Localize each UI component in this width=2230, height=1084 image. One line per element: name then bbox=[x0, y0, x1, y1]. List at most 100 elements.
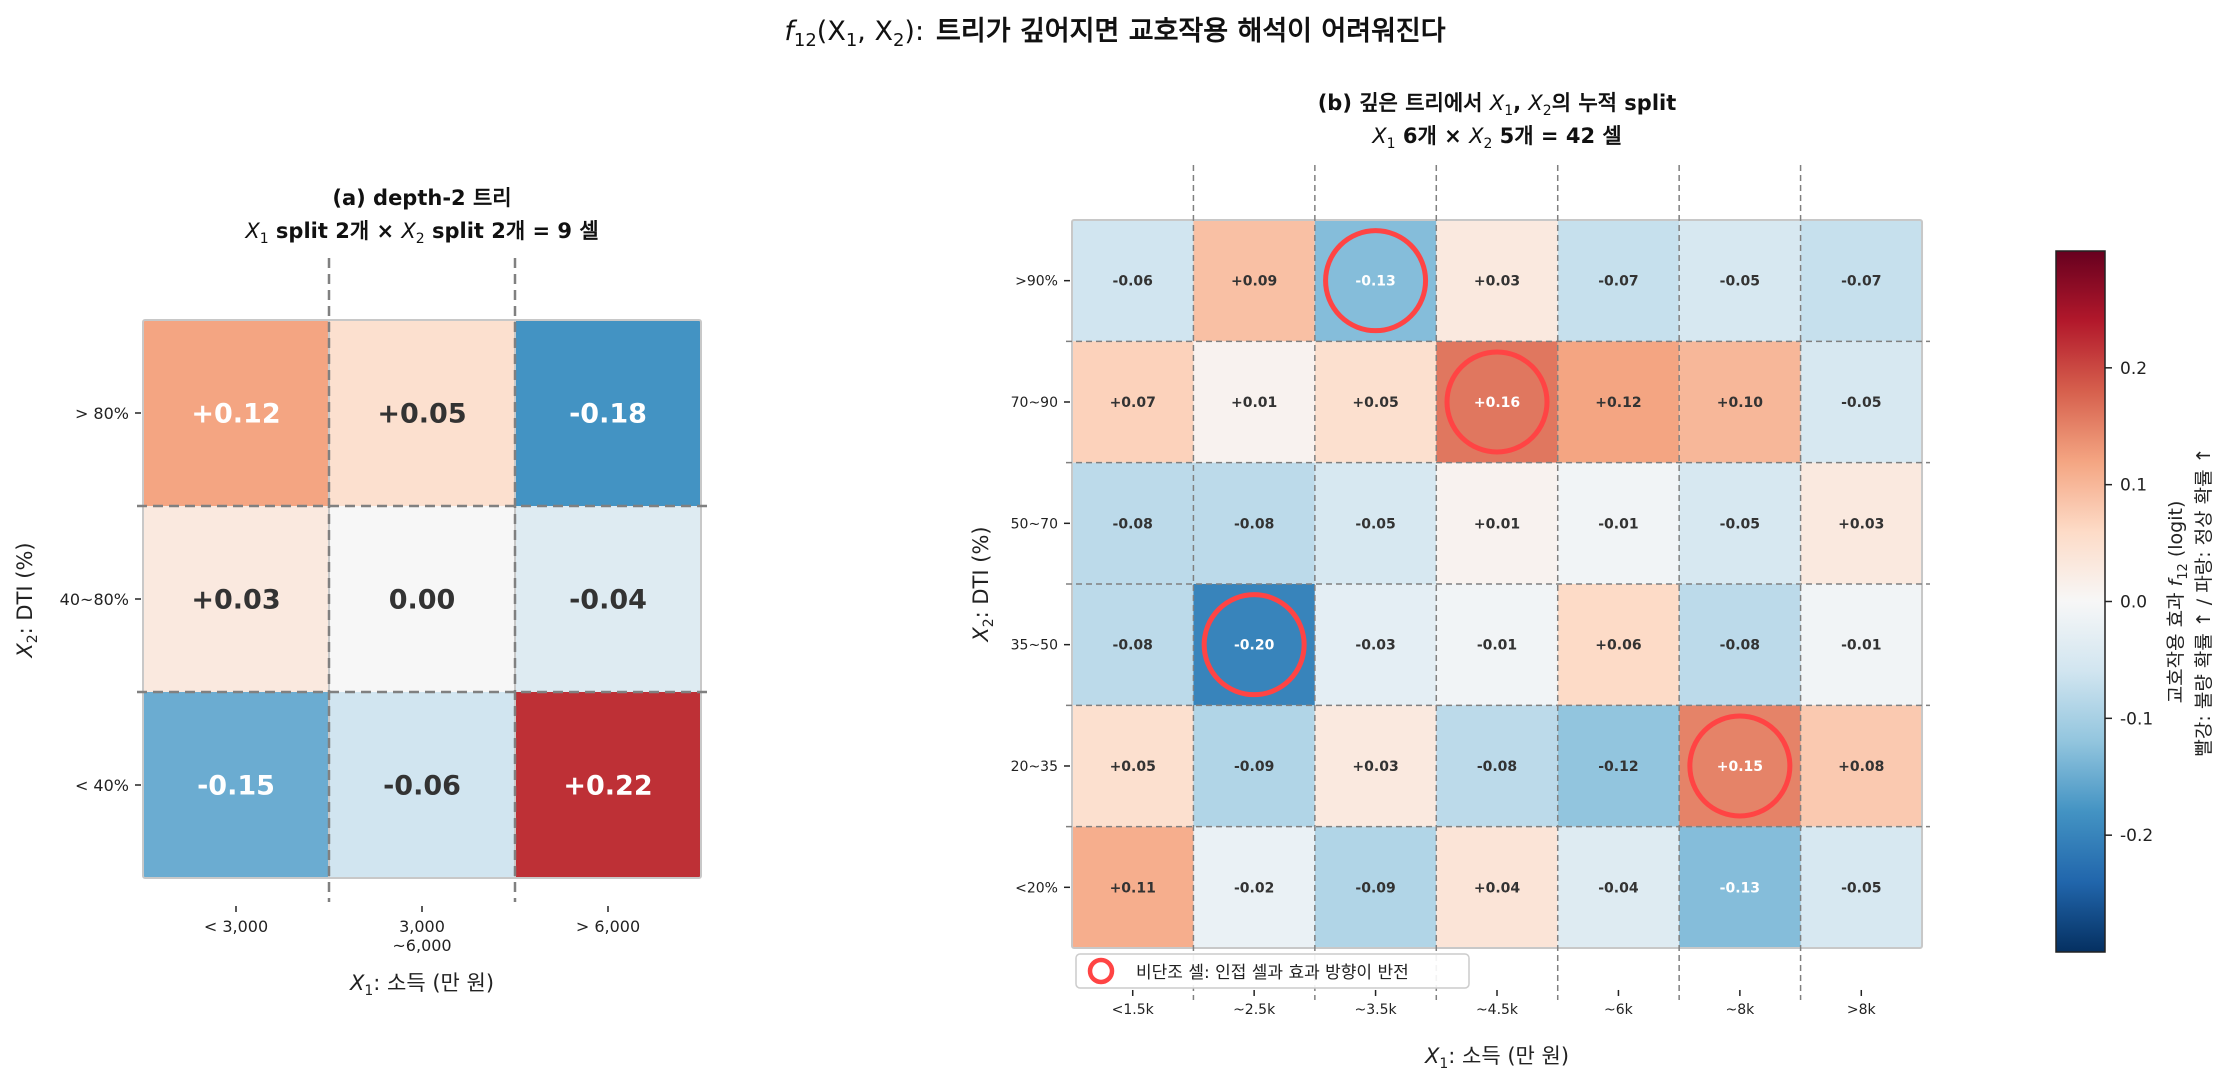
heatmap-cell bbox=[515, 320, 701, 506]
heatmap-cell bbox=[143, 506, 329, 692]
cell-value-label: -0.01 bbox=[1477, 638, 1517, 654]
cell-value-label: +0.05 bbox=[1110, 759, 1156, 775]
heatmap-cell bbox=[1314, 220, 1437, 342]
cell-value-label: +0.06 bbox=[1595, 638, 1641, 654]
cell-value-label: -0.08 bbox=[1113, 516, 1153, 532]
heatmap-cell bbox=[1800, 220, 1923, 342]
x-tick-label: ~3.5k bbox=[1355, 1002, 1398, 1018]
cell-value-label: +0.15 bbox=[1717, 759, 1763, 775]
heatmap-cell bbox=[1679, 705, 1801, 827]
heatmap-cell bbox=[1436, 341, 1558, 463]
x-tick-label: ~8k bbox=[1725, 1002, 1755, 1018]
heatmap-cell bbox=[1072, 583, 1194, 706]
heatmap-cell bbox=[1679, 341, 1801, 463]
x-tick-label: 3,000 bbox=[399, 917, 445, 936]
cell-value-label: -0.08 bbox=[1477, 759, 1517, 775]
cell-value-label: -0.13 bbox=[1720, 880, 1760, 896]
cell-value-label: -0.15 bbox=[197, 771, 275, 802]
legend-label: 비단조 셀: 인접 셀과 효과 방향이 반전 bbox=[1136, 963, 1409, 983]
heatmap-cell bbox=[143, 320, 329, 506]
colorbar: 0.2 0.1 0.0 -0.1 -0.2 교호작용 효과 f12 (logit) 빨강… bbox=[2055, 250, 2215, 953]
non-monotonic-cell-circle bbox=[1687, 713, 1793, 819]
heatmap-cell bbox=[1557, 341, 1680, 463]
x-tick-label: > 6,000 bbox=[576, 917, 640, 936]
heatmap-cell bbox=[515, 506, 701, 692]
heatmap-cell bbox=[329, 506, 515, 692]
cell-value-label: -0.05 bbox=[1355, 516, 1395, 532]
colorbar-tick-label: 0.2 bbox=[2120, 359, 2147, 379]
cell-value-label: +0.03 bbox=[1474, 274, 1520, 290]
x-tick-label: <1.5k bbox=[1112, 1002, 1155, 1018]
heatmap-cell bbox=[1193, 220, 1315, 342]
heatmap-cell bbox=[1679, 826, 1801, 948]
cell-value-label: -0.03 bbox=[1355, 638, 1395, 654]
heatmap-cell bbox=[1314, 583, 1437, 706]
heatmap-cell bbox=[1314, 826, 1437, 948]
cell-value-label: +0.05 bbox=[377, 399, 466, 430]
heatmap-cell bbox=[1436, 826, 1558, 948]
cell-value-label: +0.11 bbox=[1110, 880, 1156, 896]
y-tick-label: 20~35 bbox=[1011, 759, 1058, 775]
heatmap-cell bbox=[1436, 462, 1558, 584]
cell-value-label: -0.04 bbox=[569, 585, 647, 616]
cell-value-label: +0.05 bbox=[1352, 395, 1398, 411]
cell-value-label: +0.01 bbox=[1474, 516, 1520, 532]
heatmap-cell bbox=[1193, 462, 1315, 584]
heatmap-cell bbox=[1679, 583, 1801, 706]
cell-value-label: +0.03 bbox=[191, 585, 280, 616]
cell-value-label: +0.07 bbox=[1110, 395, 1156, 411]
heatmap-cell bbox=[1072, 462, 1194, 584]
y-tick-label: < 40% bbox=[75, 776, 129, 795]
heatmap-cell bbox=[1800, 705, 1923, 827]
suptitle-text: 트리가 깊어지면 교호작용 해석이 어려워진다 bbox=[936, 16, 1446, 47]
colorbar-gradient bbox=[2055, 250, 2106, 953]
cell-value-label: -0.05 bbox=[1720, 516, 1760, 532]
panel-b-ylabel: X2: DTI (%) bbox=[969, 526, 997, 642]
heatmap-cell bbox=[143, 692, 329, 878]
panel-a-ylabel: X2: DTI (%) bbox=[13, 542, 41, 658]
cell-value-label: +0.22 bbox=[563, 771, 652, 802]
heatmap-cell bbox=[1800, 583, 1923, 706]
heatmap-cell bbox=[1193, 705, 1315, 827]
cell-value-label: -0.08 bbox=[1234, 516, 1274, 532]
panel-b: (b) 깊은 트리에서 X1, X2의 누적 split X1 6개 × X2 … bbox=[969, 91, 1930, 1072]
cell-value-label: -0.07 bbox=[1841, 274, 1881, 290]
cell-value-label: +0.01 bbox=[1231, 395, 1277, 411]
y-tick-label: <20% bbox=[1015, 880, 1058, 896]
heatmap-cell bbox=[1436, 220, 1558, 342]
heatmap-cell bbox=[1314, 341, 1437, 463]
colorbar-label-line2: 빨강: 불량 확률 ↑ / 파랑: 정상 확률 ↑ bbox=[2193, 447, 2215, 756]
panel-a-xlabel: X1: 소득 (만 원) bbox=[349, 971, 494, 999]
x-tick-label: ~4.5k bbox=[1476, 1002, 1519, 1018]
heatmap-cell bbox=[1557, 220, 1680, 342]
heatmap-cell bbox=[515, 692, 701, 878]
heatmap-cell bbox=[1314, 462, 1437, 584]
cell-value-label: -0.12 bbox=[1598, 759, 1638, 775]
panel-a-heatmap: +0.12 +0.05 -0.18 +0.03 0.00 -0.04 -0.15 -0.06 +… bbox=[137, 258, 708, 902]
cell-value-label: -0.05 bbox=[1841, 880, 1881, 896]
heatmap-cell bbox=[1557, 826, 1680, 948]
colorbar-ticks: 0.2 0.1 0.0 -0.1 -0.2 bbox=[2105, 359, 2153, 846]
panel-b-title-line2: X1 6개 × X2 5개 = 42 셀 bbox=[1371, 124, 1621, 152]
heatmap-cell bbox=[1193, 341, 1315, 463]
heatmap-cell bbox=[1314, 705, 1437, 827]
cell-value-label: +0.12 bbox=[1595, 395, 1641, 411]
non-monotonic-cell-circle bbox=[1444, 349, 1550, 455]
cell-value-label: -0.18 bbox=[569, 399, 647, 430]
heatmap-cell bbox=[1800, 826, 1923, 948]
panel-b-title-line1: (b) 깊은 트리에서 X1, X2의 누적 split bbox=[1318, 91, 1677, 119]
cell-value-label: +0.08 bbox=[1838, 759, 1884, 775]
heatmap-cell bbox=[1072, 826, 1194, 948]
colorbar-tick-label: -0.1 bbox=[2120, 709, 2153, 729]
panel-a-title-line1: (a) depth-2 트리 bbox=[332, 186, 511, 210]
cell-value-label: -0.05 bbox=[1841, 395, 1881, 411]
y-tick-label: 35~50 bbox=[1011, 638, 1058, 654]
non-monotonic-cell-circle bbox=[1323, 228, 1429, 334]
cell-value-label: -0.09 bbox=[1355, 880, 1395, 896]
heatmap-cell bbox=[1072, 341, 1194, 463]
panel-a: (a) depth-2 트리 X1 split 2개 × X2 split 2개… bbox=[13, 186, 708, 999]
cell-value-label: -0.13 bbox=[1355, 274, 1395, 290]
x-tick-label: < 3,000 bbox=[204, 917, 268, 936]
non-monotonic-cell-circle bbox=[1201, 592, 1307, 698]
panel-b-heatmap: -0.06 +0.09 -0.13 +0.03 -0.07 -0.05 -0.07 +0.07… bbox=[1066, 165, 1930, 1000]
